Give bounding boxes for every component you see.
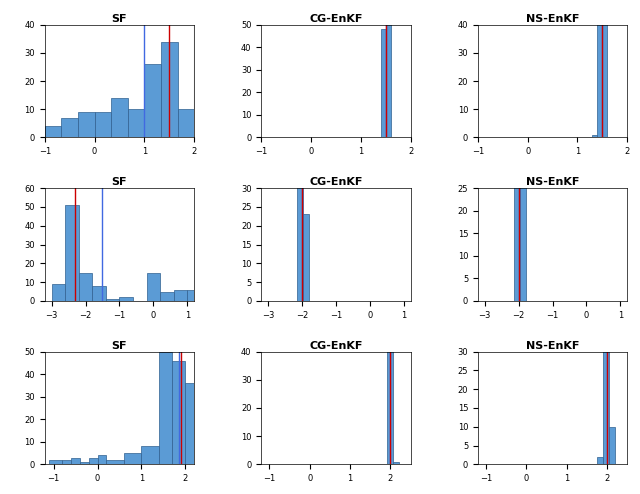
Title: CG-EnKF: CG-EnKF xyxy=(309,177,363,187)
Bar xyxy=(65,205,79,301)
Bar xyxy=(172,361,186,464)
Bar xyxy=(393,461,399,464)
Title: SF: SF xyxy=(112,14,127,24)
Bar xyxy=(49,460,62,464)
Bar xyxy=(174,289,188,301)
Title: SF: SF xyxy=(112,341,127,351)
Bar xyxy=(303,214,309,301)
Title: SF: SF xyxy=(112,177,127,187)
Bar xyxy=(128,109,145,137)
Bar xyxy=(297,11,303,301)
Bar xyxy=(609,427,615,464)
Title: CG-EnKF: CG-EnKF xyxy=(309,14,363,24)
Bar xyxy=(381,29,386,137)
Bar xyxy=(159,352,172,464)
Bar xyxy=(160,291,174,301)
Bar xyxy=(89,457,97,464)
Title: NS-EnKF: NS-EnKF xyxy=(526,341,579,351)
Bar xyxy=(95,112,111,137)
Bar xyxy=(97,455,106,464)
Bar xyxy=(387,185,393,464)
Bar xyxy=(52,284,65,301)
Bar xyxy=(80,462,89,464)
Title: NS-EnKF: NS-EnKF xyxy=(526,177,579,187)
Bar xyxy=(124,453,141,464)
Bar xyxy=(602,0,607,137)
Bar xyxy=(45,126,61,137)
Bar xyxy=(604,134,609,464)
Bar xyxy=(593,135,597,137)
Bar xyxy=(106,460,124,464)
Bar xyxy=(386,20,391,137)
Bar xyxy=(92,286,106,301)
Bar xyxy=(514,0,520,301)
Bar xyxy=(177,109,194,137)
Bar xyxy=(161,41,177,137)
Bar xyxy=(61,118,78,137)
Bar xyxy=(79,273,92,301)
Title: CG-EnKF: CG-EnKF xyxy=(309,341,363,351)
Bar xyxy=(141,446,159,464)
Bar xyxy=(186,383,194,464)
Bar xyxy=(120,297,133,301)
Bar xyxy=(111,98,128,137)
Bar xyxy=(78,112,95,137)
Bar xyxy=(147,273,160,301)
Bar xyxy=(145,64,161,137)
Bar xyxy=(71,457,80,464)
Bar xyxy=(188,289,201,301)
Bar xyxy=(597,457,604,464)
Bar xyxy=(62,460,71,464)
Bar xyxy=(106,299,120,301)
Bar xyxy=(597,0,602,137)
Bar xyxy=(520,175,525,301)
Title: NS-EnKF: NS-EnKF xyxy=(526,14,579,24)
